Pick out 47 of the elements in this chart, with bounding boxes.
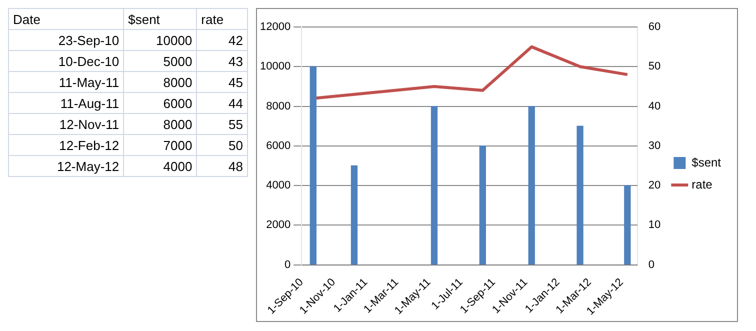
text: 7000 (124, 134, 197, 156)
y-tick-label: 2000 (266, 219, 291, 232)
y-tick-label: 0 (284, 258, 291, 271)
bar (624, 185, 631, 265)
bar (479, 146, 486, 265)
text: Date (8, 8, 124, 30)
text: 23-Sep-10 (8, 30, 124, 50)
text: 10-Dec-10 (8, 50, 124, 72)
text: 6000 (124, 92, 197, 114)
legend-label: $sent (692, 155, 722, 170)
text: 8000 (124, 72, 197, 92)
bar (310, 66, 316, 265)
bar (350, 165, 358, 265)
text: 12-Feb-12 (8, 134, 124, 156)
text: 4000 (124, 156, 197, 176)
text: 11-Aug-11 (8, 92, 124, 114)
text: rate (196, 8, 248, 30)
text: 42 (196, 30, 248, 50)
text: 12-May-12 (8, 156, 124, 176)
y2-tick-label: 60 (648, 21, 661, 34)
text: 45 (196, 72, 248, 92)
y2-tick-label: 40 (648, 100, 661, 112)
y-tick-label: 6000 (266, 140, 291, 152)
text: 8000 (124, 114, 197, 134)
text: 5000 (124, 50, 197, 72)
y2-tick-label: 10 (648, 219, 661, 232)
y2-tick-label: 30 (648, 140, 661, 152)
text: $sent (124, 8, 197, 30)
y2-tick-label: 20 (648, 180, 661, 192)
text: 44 (196, 92, 248, 114)
y-tick-label: 12000 (260, 21, 291, 34)
text: 43 (196, 50, 248, 72)
text: 55 (196, 114, 248, 134)
bar (430, 106, 438, 265)
y-tick-label: 8000 (266, 100, 291, 112)
legend-label: rate (692, 177, 713, 192)
text: 12-Nov-11 (8, 114, 124, 134)
text: 10000 (124, 30, 197, 50)
y2-tick-label: 0 (648, 258, 655, 271)
text: 50 (196, 134, 248, 156)
y-tick-label: 10000 (260, 60, 291, 73)
bar (576, 126, 584, 265)
text: 48 (196, 156, 248, 176)
bar (528, 106, 535, 265)
text: 11-May-11 (8, 72, 124, 92)
y-tick-label: 4000 (266, 180, 291, 192)
y2-tick-label: 50 (648, 60, 661, 73)
